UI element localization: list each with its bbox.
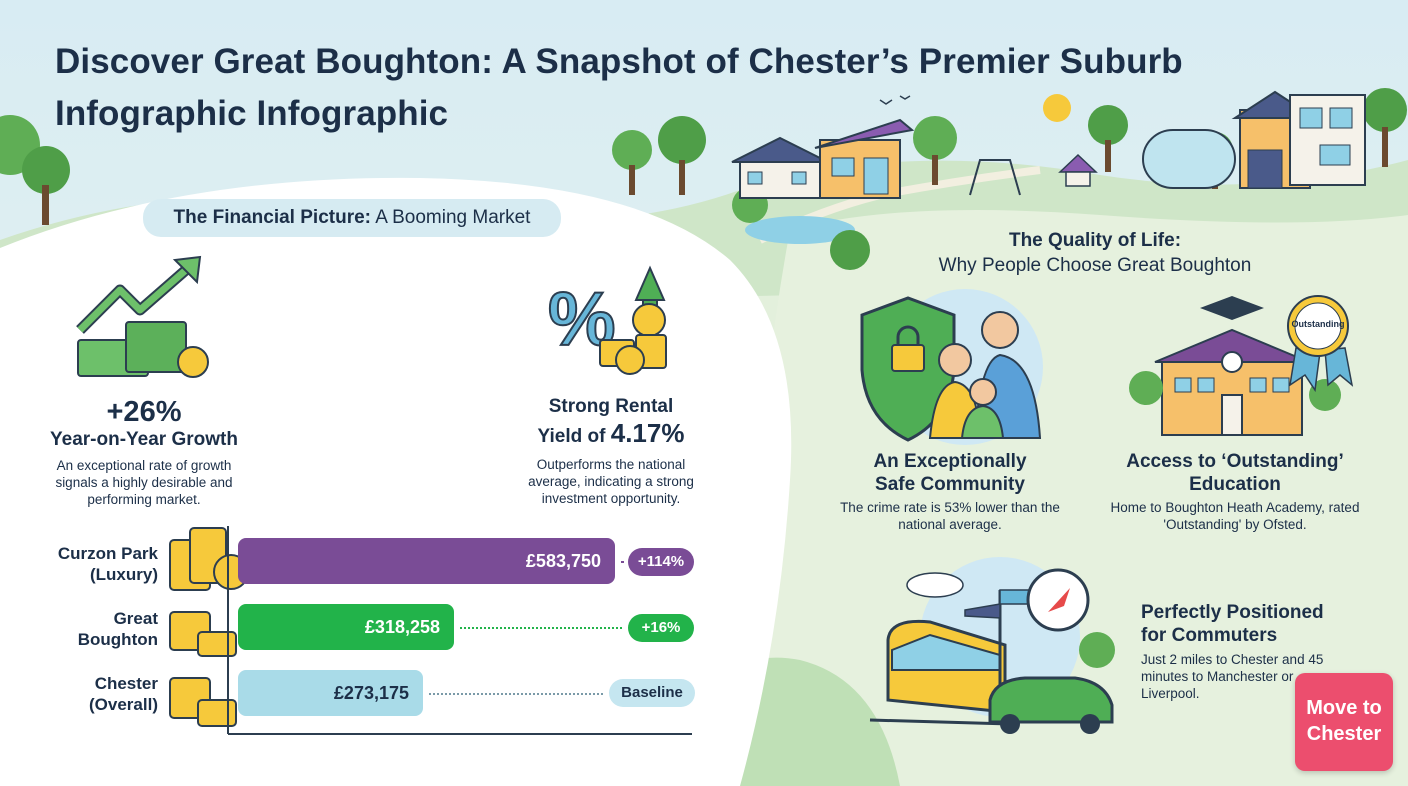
rental-stat: Strong Rental Yield of 4.17% Outperforms…	[522, 394, 700, 507]
outstanding-rosette-icon	[1287, 295, 1354, 393]
growth-label: Year-on-Year Growth	[50, 429, 238, 450]
education-heading-line1: Access to ‘Outstanding’	[1126, 451, 1344, 472]
growth-value: +26%	[106, 396, 182, 428]
commute-heading-line2: for Commuters	[1141, 625, 1278, 646]
education-heading-line2: Education	[1189, 474, 1281, 495]
house-icons	[731, 90, 1366, 199]
bar-label-line2: Boughton	[77, 630, 158, 649]
shield-family-icon	[860, 289, 1043, 445]
rental-description: Outperforms the national average, indica…	[528, 457, 694, 506]
safety-heading-line1: An Exceptionally	[873, 451, 1027, 472]
price-bar-chester: £273,175	[238, 670, 423, 716]
train-car-icon	[869, 557, 1115, 734]
outstanding-rosette-label: Outstanding	[1291, 319, 1345, 329]
connector-line	[429, 693, 603, 695]
sun-icon	[1043, 94, 1071, 122]
quality-of-life-title: The Quality of Life: Why People Choose G…	[900, 228, 1290, 278]
badge-line1: Move to	[1306, 697, 1382, 719]
pond-icon	[745, 216, 855, 244]
safety-heading-line2: Safe Community	[875, 474, 1025, 495]
rental-label-prefix: Yield of	[537, 426, 611, 447]
rental-label-line2: Yield of 4.17%	[522, 420, 700, 450]
safety-description: The crime rate is 53% lower than the nat…	[840, 500, 1060, 532]
financial-section-title-bold: The Financial Picture:	[173, 207, 371, 228]
connector-line	[621, 561, 622, 563]
price-bar-great-boughton: £318,258	[238, 604, 454, 650]
rental-label-line1: Strong Rental	[548, 396, 674, 417]
bar-label-line2: (Overall)	[89, 695, 158, 714]
education-description: Home to Boughton Heath Academy, rated 'O…	[1110, 500, 1360, 532]
quality-of-life-title-line1: The Quality of Life:	[1008, 230, 1182, 251]
bar-label-great-boughton: Great Boughton	[8, 608, 158, 650]
growth-money-icon	[76, 255, 209, 378]
page-title: Discover Great Boughton: A Snapshot of C…	[55, 36, 1183, 140]
quality-of-life-title-line2: Why People Choose Great Boughton	[938, 255, 1252, 276]
price-bar-curzon-park: £583,750	[238, 538, 615, 584]
growth-description: An exceptional rate of growth signals a …	[55, 458, 233, 507]
page-title-line1: Discover Great Boughton: A Snapshot of C…	[55, 42, 1183, 81]
bar-label-line1: Great	[113, 609, 158, 628]
growth-stat: +26% Year-on-Year Growth An exceptional …	[46, 396, 242, 508]
financial-section-title: The Financial Picture: A Booming Market	[143, 199, 561, 237]
safety-heading: An Exceptionally Safe Community	[840, 450, 1060, 496]
commute-heading: Perfectly Positioned for Commuters	[1141, 601, 1324, 647]
education-heading: Access to ‘Outstanding’ Education	[1110, 450, 1360, 496]
move-to-chester-badge[interactable]: Move to Chester	[1295, 673, 1393, 771]
percent-coins-icon: %	[547, 265, 667, 375]
connector-line	[460, 627, 622, 629]
coin-stack-icons	[169, 527, 249, 727]
commute-description: Just 2 miles to Chester and 45 minutes t…	[1141, 652, 1324, 701]
school-icon	[1129, 296, 1341, 436]
rental-value: 4.17%	[610, 418, 685, 448]
page-title-line2: Infographic Infographic	[55, 94, 449, 133]
growth-tag-great-boughton: +16%	[628, 614, 694, 642]
bar-label-line1: Curzon Park	[57, 544, 158, 563]
financial-section-title-rest: A Booming Market	[370, 207, 531, 228]
bar-label-curzon-park: Curzon Park (Luxury)	[8, 543, 158, 585]
bar-label-chester: Chester (Overall)	[8, 673, 158, 715]
badge-line2: Chester	[1306, 723, 1382, 745]
bar-label-line1: Chester	[94, 674, 158, 693]
commute-heading-line1: Perfectly Positioned	[1141, 602, 1324, 623]
growth-tag-chester: Baseline	[609, 679, 695, 707]
bar-label-line2: (Luxury)	[90, 565, 158, 584]
growth-tag-curzon-park: +114%	[628, 548, 694, 576]
